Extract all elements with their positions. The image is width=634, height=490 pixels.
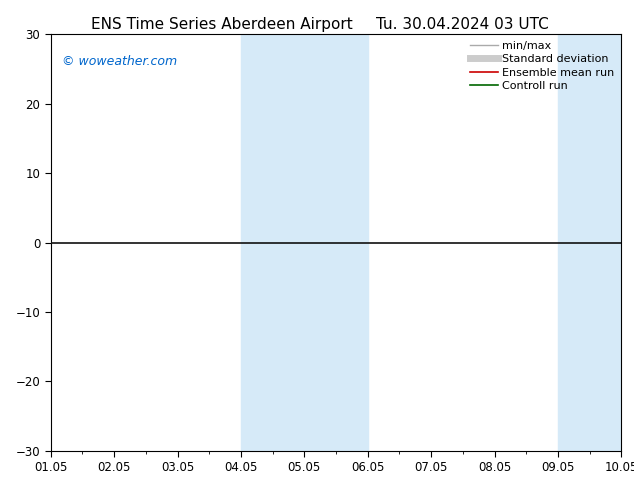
Text: Tu. 30.04.2024 03 UTC: Tu. 30.04.2024 03 UTC [377,17,549,32]
Text: ENS Time Series Aberdeen Airport: ENS Time Series Aberdeen Airport [91,17,353,32]
Text: © woweather.com: © woweather.com [62,55,178,68]
Legend: min/max, Standard deviation, Ensemble mean run, Controll run: min/max, Standard deviation, Ensemble me… [466,37,619,96]
Bar [241,34,368,451]
Bar [558,34,621,451]
